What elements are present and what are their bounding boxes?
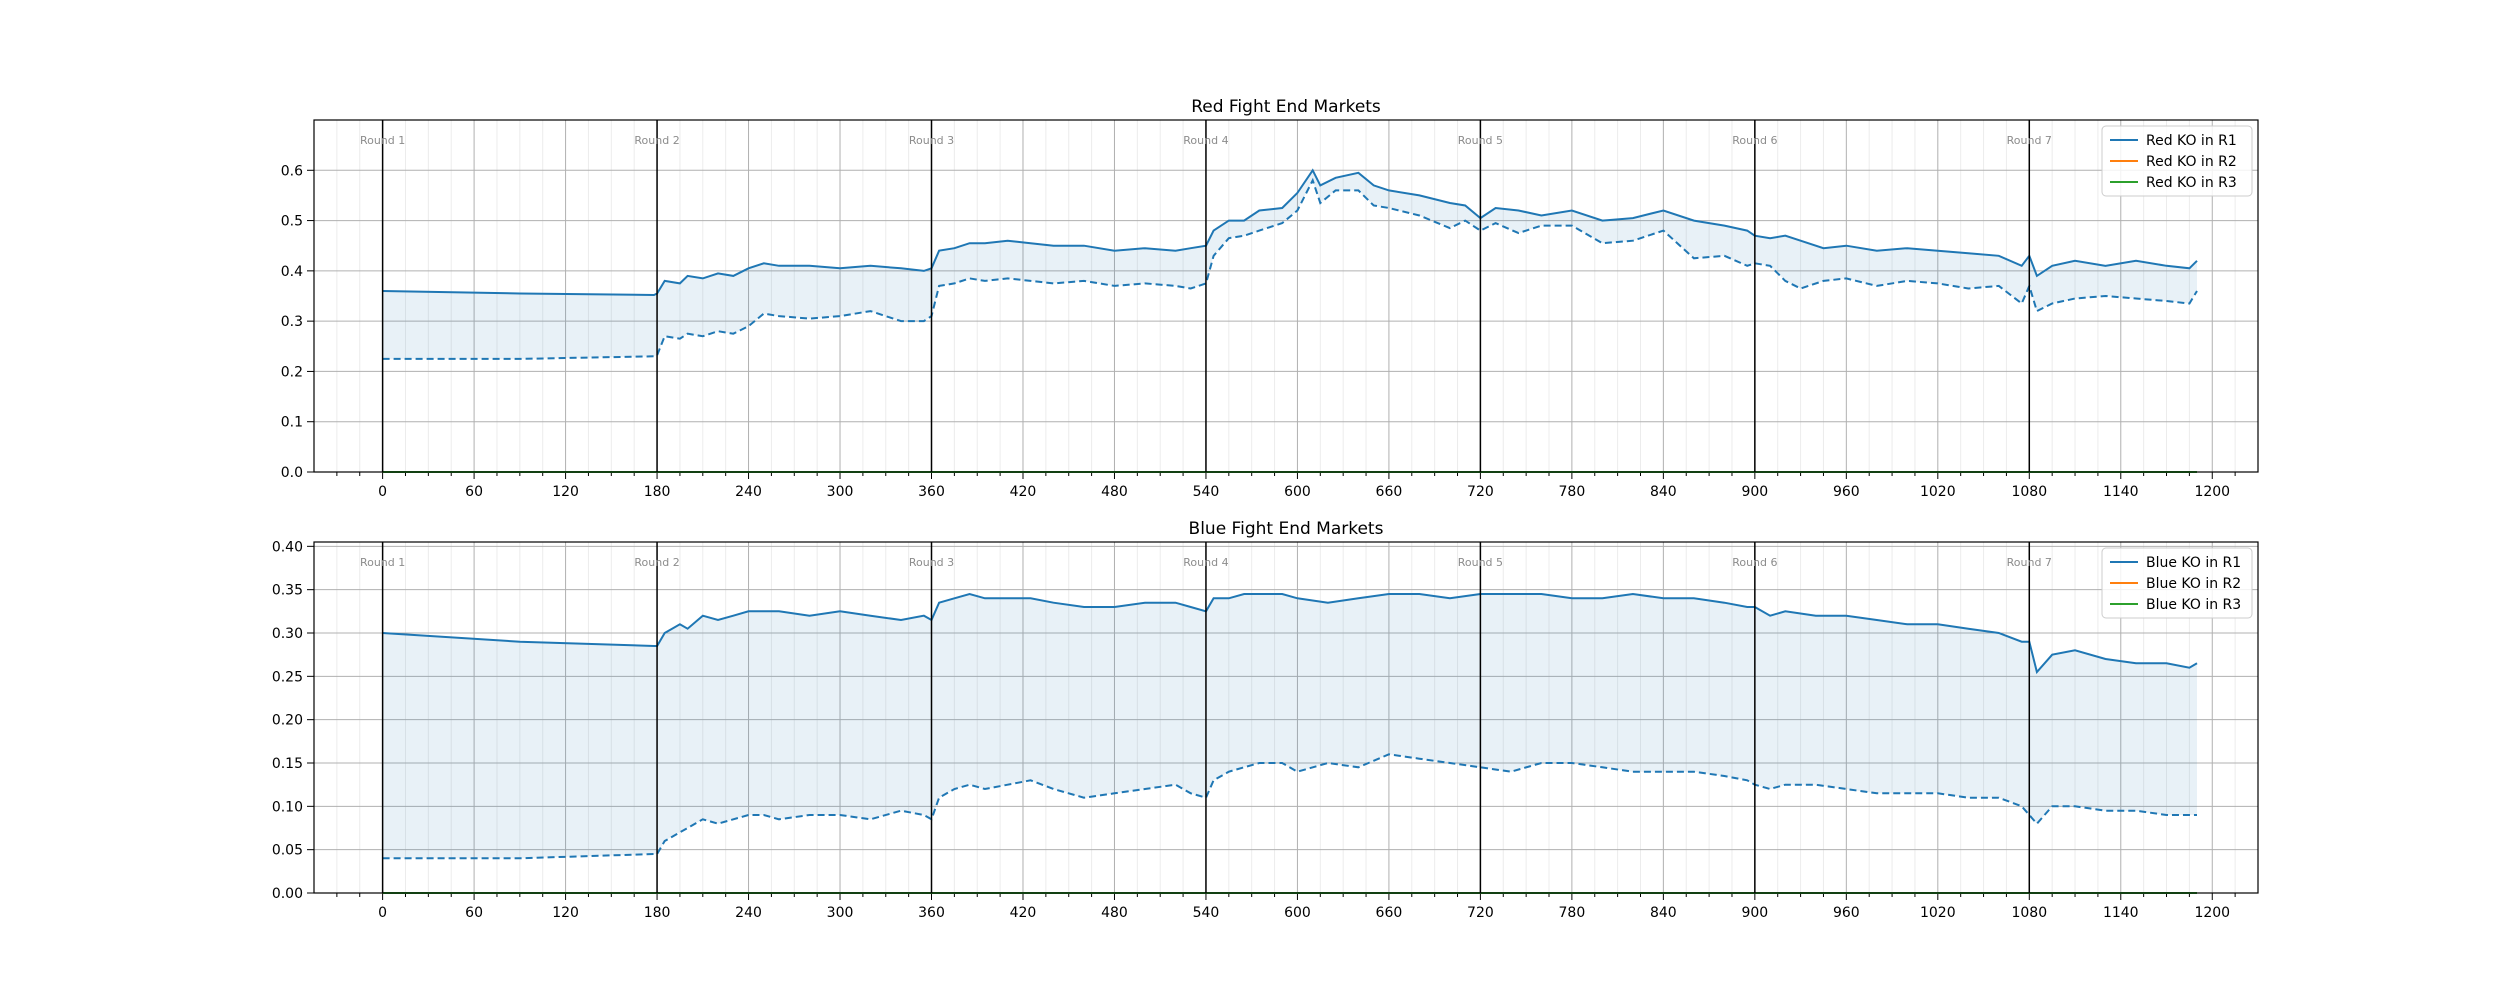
x-tick-label: 120	[552, 484, 579, 500]
round-label: Round 3	[909, 556, 954, 569]
legend-entry: Red KO in R3	[2146, 175, 2237, 191]
legend: Red KO in R1 Red KO in R2 Red KO in R3	[2101, 125, 2253, 197]
round-label: Round 3	[909, 134, 954, 147]
x-tick-label: 780	[1559, 905, 1586, 921]
x-tick-label: 540	[1193, 905, 1220, 921]
round-label: Round 4	[1183, 556, 1228, 569]
y-tick-label: 0.15	[272, 756, 303, 772]
series-line-upper	[382, 168, 2198, 297]
y-tick-label: 0.40	[272, 539, 303, 555]
confidence-band	[382, 594, 2198, 859]
x-tick-label: 240	[735, 905, 762, 921]
chart-title: Blue Fight End Markets	[1189, 519, 1384, 539]
x-tick-label: 1200	[2194, 484, 2230, 500]
x-tick-label: 240	[735, 484, 762, 500]
y-tick-label: 0.25	[272, 669, 303, 685]
chart-title: Red Fight End Markets	[1191, 97, 1381, 117]
x-tick-label: 720	[1467, 484, 1494, 500]
chart-panel-1: 0 60 120 180 240 300 360 420 480 540 600 660 720 780 8…	[281, 97, 2259, 500]
x-tick-label: 600	[1284, 905, 1311, 921]
x-tick-label: 780	[1559, 484, 1586, 500]
x-tick-label: 420	[1010, 484, 1037, 500]
round-label: Round 2	[634, 134, 679, 147]
legend-box	[2101, 125, 2253, 197]
round-label: Round 4	[1183, 134, 1228, 147]
round-label: Round 1	[360, 134, 405, 147]
x-tick-label: 480	[1101, 484, 1128, 500]
plot-frame	[313, 541, 2259, 894]
x-tick-label: 60	[465, 484, 483, 500]
x-tick-label: 600	[1284, 484, 1311, 500]
y-tick-label: 0.35	[272, 583, 303, 599]
x-tick-label: 900	[1741, 905, 1768, 921]
series-line-lower	[382, 753, 2197, 860]
x-tick-label: 840	[1650, 905, 1677, 921]
y-tick-label: 0.3	[281, 314, 303, 330]
x-tick-label: 1140	[2103, 484, 2139, 500]
x-tick-label: 960	[1833, 905, 1860, 921]
y-tick-label: 0.0	[281, 465, 303, 481]
x-tick-label: 1020	[1920, 905, 1956, 921]
x-tick-label: 480	[1101, 905, 1128, 921]
y-tick-label: 0.00	[272, 886, 303, 902]
legend-entry: Blue KO in R2	[2146, 576, 2241, 592]
y-tick-label: 0.20	[272, 713, 303, 729]
x-tick-label: 300	[827, 905, 854, 921]
x-tick-label: 360	[918, 905, 945, 921]
series-line-lower	[382, 177, 2198, 360]
chart-panel-2: 0 60 120 180 240 300 360 420 480 540 600 660 720 780 8…	[272, 519, 2259, 921]
x-tick-label: 1080	[2011, 905, 2047, 921]
y-tick-label: 0.5	[281, 214, 303, 230]
y-tick-label: 0.05	[272, 843, 303, 859]
x-tick-label: 360	[918, 484, 945, 500]
y-tick-label: 0.2	[281, 364, 303, 380]
y-tick-label: 0.6	[281, 163, 303, 179]
x-tick-label: 1200	[2194, 905, 2230, 921]
x-tick-label: 0	[378, 905, 387, 921]
legend: Blue KO in R1 Blue KO in R2 Blue KO in R3	[2101, 547, 2253, 619]
series-line-upper	[382, 592, 2198, 675]
round-label: Round 5	[1458, 556, 1503, 569]
round-label: Round 6	[1732, 556, 1777, 569]
round-label: Round 1	[360, 556, 405, 569]
y-tick-label: 0.1	[281, 415, 303, 431]
round-label: Round 6	[1732, 134, 1777, 147]
x-tick-label: 300	[827, 484, 854, 500]
legend-entry: Blue KO in R1	[2146, 555, 2241, 571]
x-tick-label: 1140	[2103, 905, 2139, 921]
x-tick-label: 1020	[1920, 484, 1956, 500]
x-tick-label: 180	[644, 484, 671, 500]
x-tick-label: 1080	[2011, 484, 2047, 500]
legend-entry: Red KO in R1	[2146, 133, 2237, 149]
x-tick-label: 660	[1376, 484, 1403, 500]
y-tick-label: 0.30	[272, 626, 303, 642]
x-tick-label: 60	[465, 905, 483, 921]
x-tick-label: 120	[552, 905, 579, 921]
x-tick-label: 420	[1010, 905, 1037, 921]
x-tick-label: 960	[1833, 484, 1860, 500]
round-label: Round 5	[1458, 134, 1503, 147]
x-tick-label: 0	[378, 484, 387, 500]
legend-entry: Blue KO in R3	[2146, 597, 2241, 613]
plot-frame	[313, 119, 2259, 473]
x-tick-label: 900	[1741, 484, 1768, 500]
y-tick-label: 0.10	[272, 799, 303, 815]
x-tick-label: 720	[1467, 905, 1494, 921]
x-tick-label: 840	[1650, 484, 1677, 500]
x-tick-label: 180	[644, 905, 671, 921]
legend-entry: Red KO in R2	[2146, 154, 2237, 170]
x-tick-label: 660	[1376, 905, 1403, 921]
round-label: Round 7	[2007, 134, 2052, 147]
y-tick-label: 0.4	[281, 264, 303, 280]
x-tick-label: 540	[1193, 484, 1220, 500]
legend-box	[2101, 547, 2253, 619]
round-label: Round 2	[634, 556, 679, 569]
round-label: Round 7	[2007, 556, 2052, 569]
confidence-band	[382, 170, 2198, 359]
